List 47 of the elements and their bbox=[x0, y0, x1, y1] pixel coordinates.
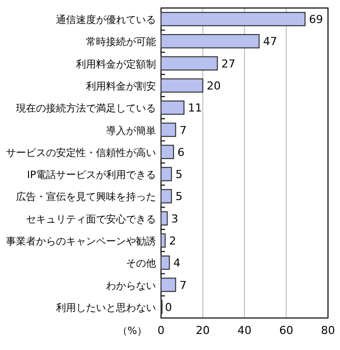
bar bbox=[160, 189, 172, 204]
data-label: 69 bbox=[309, 13, 324, 26]
y-tick-label: その他 bbox=[126, 258, 156, 270]
data-label: 7 bbox=[180, 124, 187, 137]
y-tick-label: 現在の接続方法で満足している bbox=[16, 102, 156, 115]
bar bbox=[160, 34, 260, 48]
y-tick-label: 利用したいと思わない bbox=[56, 302, 156, 314]
bar bbox=[160, 233, 166, 248]
x-tick-label: 0 bbox=[158, 324, 164, 337]
y-tick-label: セキュリティ面で安心できる bbox=[26, 213, 156, 226]
data-label: 2 bbox=[169, 234, 176, 248]
data-label: 11 bbox=[188, 102, 202, 115]
y-tick-label: 利用料金が定額制 bbox=[76, 58, 156, 70]
x-tick-label: 20 bbox=[196, 324, 210, 337]
data-label: 0 bbox=[165, 300, 172, 314]
x-axis-title: （%） bbox=[117, 326, 147, 337]
bar bbox=[160, 100, 184, 115]
bar bbox=[160, 166, 172, 182]
data-label: 4 bbox=[173, 256, 180, 270]
y-tick-label: わからない bbox=[106, 280, 156, 292]
x-tick-label: 80 bbox=[321, 324, 335, 337]
data-label: 5 bbox=[175, 168, 182, 182]
data-label: 47 bbox=[263, 35, 278, 48]
bar bbox=[160, 144, 174, 160]
bar bbox=[160, 78, 204, 93]
y-tick-label: 事業者からのキャンペーンや勧誘 bbox=[6, 236, 156, 248]
bar bbox=[160, 256, 170, 270]
data-label: 6 bbox=[178, 146, 185, 159]
data-label: 7 bbox=[180, 278, 187, 292]
y-tick-label: 通信速度が優れている bbox=[56, 14, 156, 26]
y-tick-label: 利用料金が割安 bbox=[86, 80, 156, 92]
data-label: 27 bbox=[221, 57, 236, 70]
bar bbox=[160, 56, 218, 70]
bar bbox=[160, 278, 176, 292]
y-tick-label: 広告・宣伝を見て興味を持った bbox=[16, 191, 156, 204]
y-tick-label: サービスの安定性・信頼性が高い bbox=[6, 146, 156, 159]
bar bbox=[160, 12, 306, 26]
bar bbox=[160, 122, 176, 137]
data-label: 5 bbox=[175, 190, 182, 204]
x-tick-label: 40 bbox=[238, 324, 252, 337]
data-label: 20 bbox=[206, 80, 221, 92]
bar bbox=[160, 211, 168, 226]
y-tick-label: 導入が簡単 bbox=[106, 124, 156, 137]
x-tick-label: 60 bbox=[279, 324, 294, 337]
data-label: 3 bbox=[171, 212, 178, 226]
y-tick-label: IP電話サービスが利用できる bbox=[27, 169, 156, 182]
y-tick-label: 常時接続が可能 bbox=[86, 36, 156, 48]
